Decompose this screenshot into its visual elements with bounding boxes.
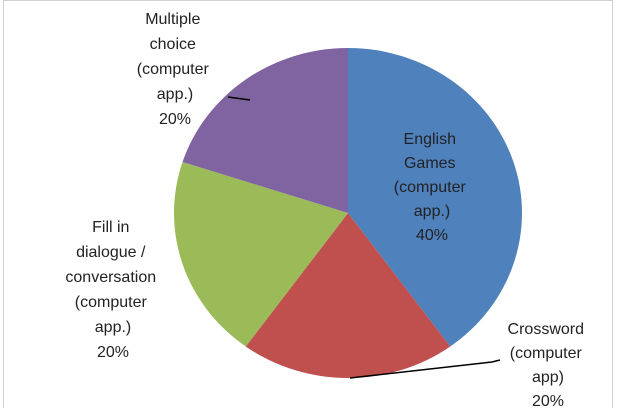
label-line: (computer — [75, 294, 151, 311]
label-line: Games — [404, 155, 460, 172]
label-line: app.) — [414, 203, 450, 220]
label-line: app.) — [157, 86, 193, 103]
pie-slice — [348, 48, 522, 347]
pie-slice — [182, 47, 348, 213]
value-label: 20% — [97, 344, 129, 361]
value-label: 40% — [416, 227, 448, 244]
leader-line — [349, 359, 501, 379]
label-line: choice — [150, 36, 201, 53]
label-line: English — [404, 131, 461, 148]
value-label: 20% — [159, 111, 191, 128]
slice-label: Fill in dialogue / conversation (compute… — [65, 219, 160, 336]
value-label: 20% — [532, 393, 564, 408]
label-line: conversation — [65, 269, 160, 286]
label-line: Multiple — [145, 11, 205, 28]
pie-slice — [173, 162, 348, 347]
slice-label: Crossword (computer app) — [508, 321, 589, 386]
label-line: (computer — [137, 61, 213, 78]
slice-label: Multiple choice (computer app.) — [137, 11, 213, 103]
label-line: Fill in — [92, 219, 134, 236]
label-line: Crossword — [508, 321, 589, 338]
label-line: app.) — [95, 319, 131, 336]
label-line: (computer — [510, 345, 586, 362]
slice-label: English Games (computer app.) — [394, 131, 470, 220]
pie-slice — [245, 213, 451, 378]
leader-line — [227, 96, 251, 101]
label-line: (computer — [394, 179, 470, 196]
chart-frame — [3, 0, 613, 408]
label-line: dialogue / — [76, 244, 150, 261]
label-line: app) — [532, 369, 564, 386]
